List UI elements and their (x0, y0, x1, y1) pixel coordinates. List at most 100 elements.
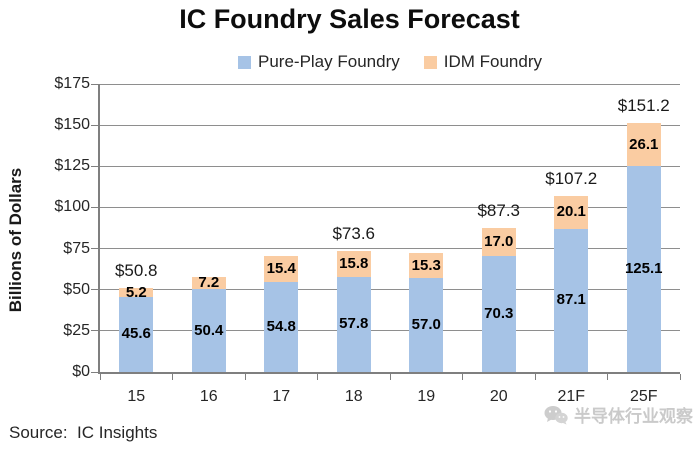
bar-total-label: $151.2 (617, 96, 670, 116)
gridline (100, 206, 680, 208)
bar-segment-idm (264, 256, 299, 282)
y-tick-label: $25 (63, 321, 90, 339)
x-tick-label: 25F (629, 388, 658, 405)
gridline (100, 83, 680, 85)
bar-value-label-pure-play: 87.1 (556, 291, 586, 309)
gridline (100, 165, 680, 167)
x-tick-mark (534, 374, 536, 380)
source-text: Source: IC Insights (9, 423, 158, 442)
y-tick-mark (91, 206, 98, 208)
legend-label-pure-play: Pure-Play Foundry (258, 52, 400, 71)
bar-total-label: $87.3 (477, 201, 521, 221)
x-tick-mark (389, 374, 391, 380)
bar-value-label-idm: 15.4 (266, 260, 296, 278)
bar-value-label-idm: 15.3 (411, 256, 441, 274)
y-axis-line (98, 84, 100, 374)
legend-item-pure-play: Pure-Play Foundry (238, 52, 400, 72)
y-axis-title: Billions of Dollars (6, 167, 25, 313)
bar-segment-idm (336, 250, 371, 277)
bar-value-label-pure-play: 45.6 (121, 325, 151, 343)
bar-segment-pure-play (409, 278, 444, 372)
legend-swatch-idm-icon (423, 55, 437, 69)
watermark: 半导体行业观察 (544, 402, 693, 427)
legend-item-idm: IDM Foundry (423, 52, 542, 72)
x-tick-label: 20 (489, 388, 508, 405)
bar-group (264, 84, 299, 372)
plot-area: $0 $25 $50 $75 $100 $125 $150 $175 45.6 5.2 $50.8 1… (54, 75, 681, 405)
x-tick-label: 21F (557, 388, 586, 405)
y-tick-mark (91, 289, 98, 291)
x-tick-mark (317, 374, 318, 380)
bar-value-label-idm: 15.8 (339, 254, 369, 272)
bar-segment-pure-play (626, 166, 661, 372)
bar-total-label: $107.2 (545, 168, 598, 188)
bar-segment-pure-play (336, 276, 371, 372)
bar-value-label-idm: 7.2 (198, 274, 220, 292)
watermark-text: 半导体行业观察 (574, 407, 693, 427)
y-tick-mark (91, 371, 98, 373)
bar-value-label-pure-play: 57.0 (411, 316, 441, 334)
bar-value-label-idm: 20.1 (556, 203, 586, 221)
bar-group (336, 84, 371, 372)
x-tick-label: 19 (417, 388, 436, 405)
bar-segment-idm (626, 123, 661, 167)
x-tick-label: 16 (199, 388, 218, 405)
y-tick-label: $0 (72, 363, 90, 380)
bar-group (554, 84, 589, 372)
y-tick-label: $100 (54, 198, 90, 216)
bar-value-label-pure-play: 70.3 (484, 305, 514, 323)
y-tick-mark (91, 330, 98, 332)
y-tick-mark (91, 165, 98, 167)
y-tick-label: $175 (54, 75, 90, 92)
x-tick-label: 18 (344, 388, 363, 405)
bar-group (119, 84, 154, 372)
y-tick-label: $75 (63, 239, 90, 257)
x-tick-label: 17 (272, 388, 291, 405)
bar-segment-pure-play (119, 296, 154, 372)
y-tick-label: $50 (63, 280, 90, 298)
legend-swatch-pure-play-icon (238, 55, 251, 69)
bar-value-label-idm: 26.1 (629, 135, 659, 153)
bar-group (191, 84, 226, 372)
x-tick-mark (462, 374, 463, 380)
gridline (100, 330, 680, 332)
x-tick-mark (244, 374, 246, 380)
x-tick-label: 15 (127, 388, 146, 405)
bar-segment-idm (554, 195, 589, 229)
x-tick-mark (607, 374, 608, 380)
bar-value-label-pure-play: 57.8 (339, 315, 369, 333)
bar-group (481, 84, 516, 372)
bar-value-label-pure-play: 50.4 (194, 321, 224, 339)
bar-segment-idm (409, 253, 444, 279)
x-tick-mark (99, 374, 101, 380)
chart-title: IC Foundry Sales Forecast (179, 4, 520, 34)
bar-value-label-idm: 17.0 (484, 233, 514, 251)
x-tick-mark (172, 374, 173, 380)
gridline (100, 124, 680, 126)
bar-total-label: $50.8 (114, 261, 158, 281)
gridline (100, 289, 680, 291)
bar-segment-idm (119, 288, 154, 297)
bar-group (626, 84, 661, 372)
bar-value-label-pure-play: 54.8 (266, 317, 296, 335)
y-tick-mark (91, 124, 98, 126)
bar-segment-pure-play (191, 289, 226, 372)
gridline (100, 248, 680, 250)
wechat-icon (544, 405, 568, 424)
bar-segment-idm (191, 277, 226, 290)
x-tick-mark (679, 374, 681, 380)
y-tick-mark (91, 248, 98, 250)
bar-value-label-idm: 5.2 (125, 283, 147, 301)
bar-segment-pure-play (554, 228, 589, 372)
bar-value-label-pure-play: 125.1 (624, 260, 663, 278)
y-tick-label: $150 (54, 116, 90, 134)
legend-label-idm: IDM Foundry (443, 52, 542, 71)
y-tick-label: $125 (54, 157, 90, 175)
x-axis-line (98, 372, 680, 374)
bar-segment-idm (481, 228, 516, 257)
bar-group (409, 84, 444, 372)
y-tick-mark (91, 83, 98, 85)
bar-total-label: $73.6 (332, 223, 376, 243)
bar-segment-pure-play (481, 256, 516, 372)
